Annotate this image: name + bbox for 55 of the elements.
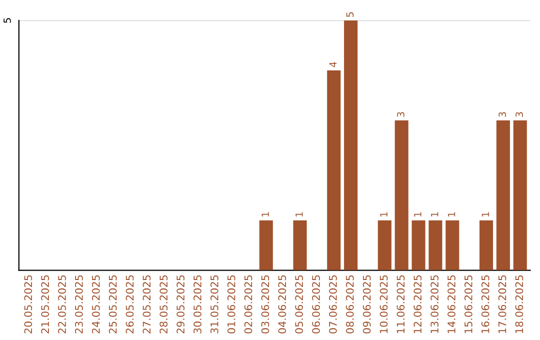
bar — [259, 220, 273, 270]
x-tick-label: 07.06.2025 — [329, 275, 337, 334]
x-tick-label: 29.05.2025 — [176, 275, 184, 334]
x-tick-label: 11.06.2025 — [396, 275, 405, 333]
data-label: 3 — [397, 112, 404, 117]
bar — [496, 120, 510, 270]
bar — [293, 220, 307, 270]
bar — [428, 220, 442, 270]
x-tick-label: 03.06.2025 — [261, 275, 270, 334]
x-tick-label: 12.06.2025 — [414, 275, 422, 333]
data-label: 1 — [431, 212, 438, 216]
x-tick-label: 06.06.2025 — [312, 275, 320, 334]
x-tick-label: 20.05.2025 — [24, 275, 32, 334]
x-tick-label: 23.05.2025 — [75, 275, 83, 334]
x-tick-label: 25.05.2025 — [108, 275, 117, 334]
x-tick-label: 09.06.2025 — [362, 275, 371, 334]
x-tick-label: 17.06.2025 — [498, 275, 506, 333]
x-tick-label: 05.06.2025 — [295, 275, 304, 334]
data-label: 3 — [516, 112, 523, 117]
x-tick-label: 10.06.2025 — [380, 275, 388, 333]
x-tick-label: 18.06.2025 — [515, 275, 524, 333]
bar — [378, 220, 392, 270]
data-label: 5 — [346, 12, 354, 17]
x-tick-label: 13.06.2025 — [430, 275, 438, 333]
data-label: 1 — [380, 212, 388, 216]
data-label: 4 — [329, 62, 337, 68]
x-tick-label: 24.05.2025 — [92, 275, 100, 334]
bar — [513, 120, 527, 270]
data-label: 1 — [482, 212, 489, 216]
x-tick-label: 30.05.2025 — [194, 275, 202, 334]
x-tick-label: 01.06.2025 — [227, 275, 236, 334]
data-label: 1 — [448, 212, 456, 216]
bar — [412, 220, 426, 270]
x-tick-label: 15.06.2025 — [464, 275, 472, 333]
data-label: 3 — [498, 112, 506, 117]
bar — [394, 120, 408, 270]
x-tick-label: 16.06.2025 — [481, 275, 490, 333]
x-tick-label: 31.05.2025 — [210, 275, 218, 334]
bar — [344, 20, 358, 270]
x-tick-label: 04.06.2025 — [278, 275, 286, 334]
x-tick-label: 22.05.2025 — [58, 275, 66, 334]
data-label: 1 — [414, 212, 422, 216]
x-tick-label: 26.05.2025 — [126, 275, 134, 334]
x-tick-label: 21.05.2025 — [41, 275, 50, 334]
data-label: 1 — [262, 212, 269, 216]
bar — [479, 220, 494, 270]
x-tick-label: 28.05.2025 — [160, 275, 168, 334]
x-tick-label: 08.06.2025 — [346, 275, 354, 334]
ref-line-label: 5 — [4, 18, 11, 23]
data-label: 1 — [296, 212, 303, 216]
bar — [446, 220, 460, 270]
x-tick-label: 14.06.2025 — [448, 275, 456, 333]
x-tick-label: 02.06.2025 — [244, 275, 252, 334]
x-tick-label: 27.05.2025 — [142, 275, 151, 334]
bar — [327, 70, 341, 270]
